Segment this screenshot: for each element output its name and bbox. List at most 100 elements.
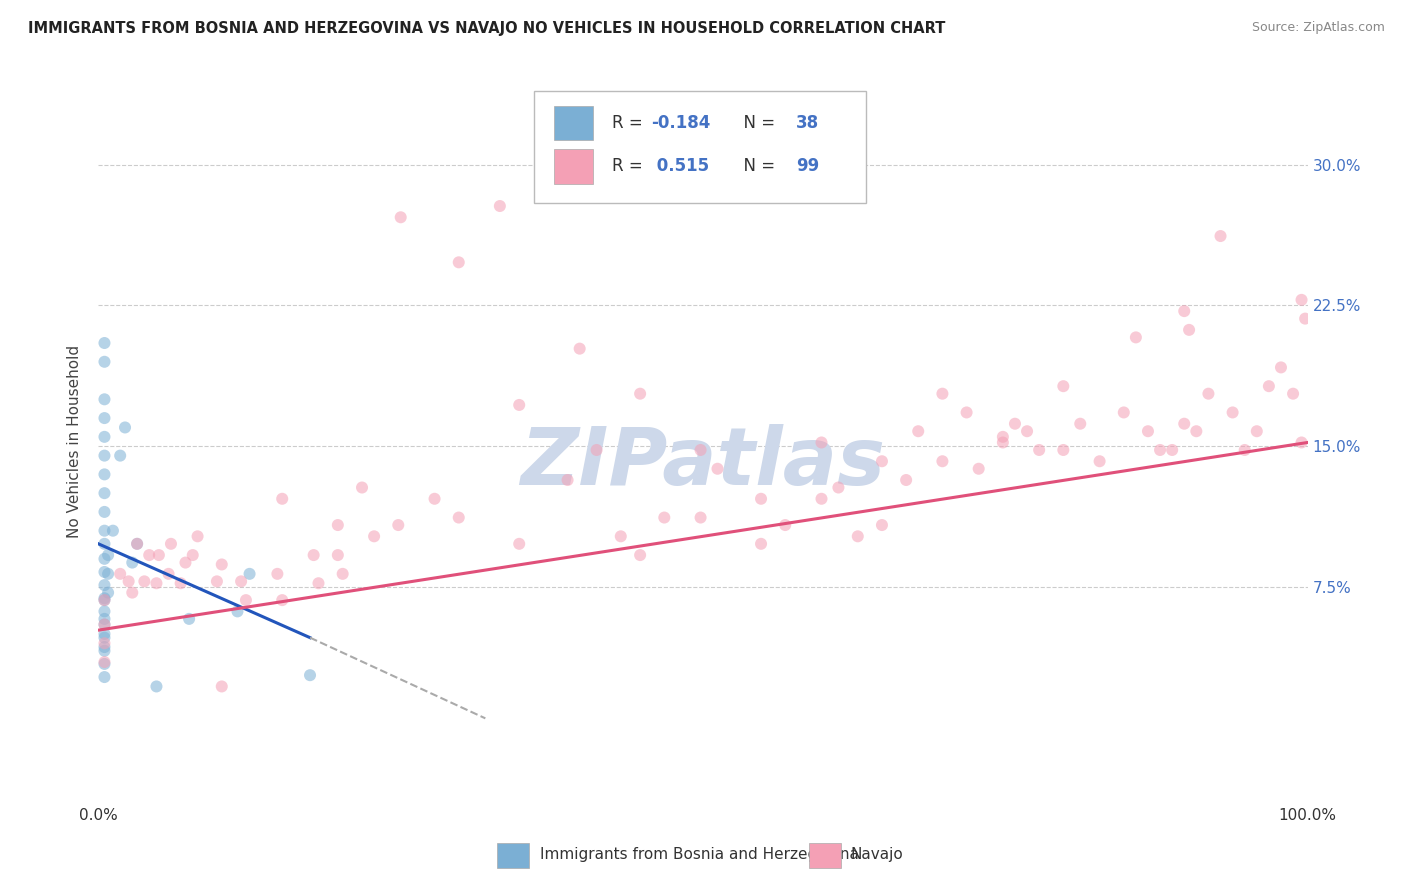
Y-axis label: No Vehicles in Household: No Vehicles in Household (67, 345, 83, 538)
Point (447, 510, 470, 524)
FancyBboxPatch shape (554, 149, 593, 184)
Point (1185, 424, 1208, 438)
Point (93, 593, 115, 607)
Point (93, 524, 115, 538)
Point (226, 604, 249, 618)
Point (93, 657, 115, 671)
Point (557, 473, 579, 487)
Point (93, 636, 115, 650)
Point (1004, 417, 1026, 431)
Point (827, 481, 849, 495)
Point (1233, 442, 1256, 457)
Point (1015, 424, 1038, 438)
Point (423, 491, 446, 506)
Point (363, 529, 385, 543)
Point (907, 424, 929, 438)
Point (93, 355, 115, 369)
Point (610, 529, 633, 543)
Point (93, 612, 115, 626)
Text: R =: R = (613, 157, 648, 175)
Point (749, 491, 772, 506)
Point (1270, 360, 1292, 375)
Point (271, 593, 294, 607)
Point (967, 462, 990, 476)
Point (628, 386, 651, 401)
Point (138, 548, 160, 562)
Point (870, 454, 893, 468)
Point (93, 565, 115, 579)
Point (1209, 229, 1232, 244)
Point (387, 518, 409, 533)
Point (127, 537, 149, 551)
Point (235, 593, 257, 607)
Point (211, 680, 233, 694)
Text: 0.515: 0.515 (651, 157, 709, 175)
Text: Navajo: Navajo (851, 847, 903, 863)
Point (810, 435, 832, 450)
FancyBboxPatch shape (554, 105, 593, 140)
Point (97, 566, 120, 581)
Point (93, 593, 115, 607)
Point (93, 617, 115, 632)
Point (93, 336, 115, 351)
Point (1291, 293, 1313, 307)
Point (302, 548, 325, 562)
Point (211, 558, 233, 572)
Point (931, 454, 953, 468)
FancyBboxPatch shape (810, 843, 841, 868)
Point (169, 576, 191, 591)
Point (93, 670, 115, 684)
Point (870, 518, 893, 533)
Point (93, 644, 115, 658)
Point (1291, 435, 1313, 450)
Point (205, 574, 228, 589)
Point (689, 510, 711, 524)
Point (332, 566, 354, 581)
Point (1112, 405, 1135, 419)
Text: -0.184: -0.184 (651, 114, 710, 132)
Point (568, 342, 591, 356)
Point (1294, 311, 1316, 326)
Point (1052, 442, 1074, 457)
Text: N =: N = (734, 114, 780, 132)
Point (93, 392, 115, 407)
Point (266, 566, 288, 581)
Point (508, 398, 530, 412)
Point (93, 467, 115, 482)
Point (114, 420, 136, 434)
Point (1028, 442, 1050, 457)
Point (1161, 442, 1184, 457)
Point (93, 578, 115, 592)
Point (955, 405, 977, 419)
Text: Source: ZipAtlas.com: Source: ZipAtlas.com (1251, 21, 1385, 34)
Point (145, 680, 167, 694)
Point (134, 574, 156, 589)
Text: IMMIGRANTS FROM BOSNIA AND HERZEGOVINA VS NAVAJO NO VEHICLES IN HOUSEHOLD CORREL: IMMIGRANTS FROM BOSNIA AND HERZEGOVINA V… (28, 21, 945, 36)
Point (93, 627, 115, 641)
Point (229, 574, 252, 589)
Point (148, 548, 170, 562)
Point (97, 548, 120, 562)
Point (447, 255, 470, 269)
Point (585, 442, 607, 457)
Point (1136, 424, 1159, 438)
Point (749, 537, 772, 551)
Point (773, 518, 796, 533)
Point (1088, 454, 1111, 468)
Point (1069, 417, 1091, 431)
Point (93, 411, 115, 425)
Point (93, 617, 115, 632)
Point (93, 486, 115, 500)
Point (101, 524, 124, 538)
Point (160, 537, 183, 551)
Point (179, 612, 201, 626)
Point (1125, 330, 1147, 344)
Point (1173, 304, 1195, 318)
Point (239, 566, 262, 581)
Point (628, 548, 651, 562)
Text: N =: N = (734, 157, 780, 175)
Point (326, 548, 349, 562)
Point (894, 473, 917, 487)
Point (706, 462, 728, 476)
Point (1178, 323, 1201, 337)
